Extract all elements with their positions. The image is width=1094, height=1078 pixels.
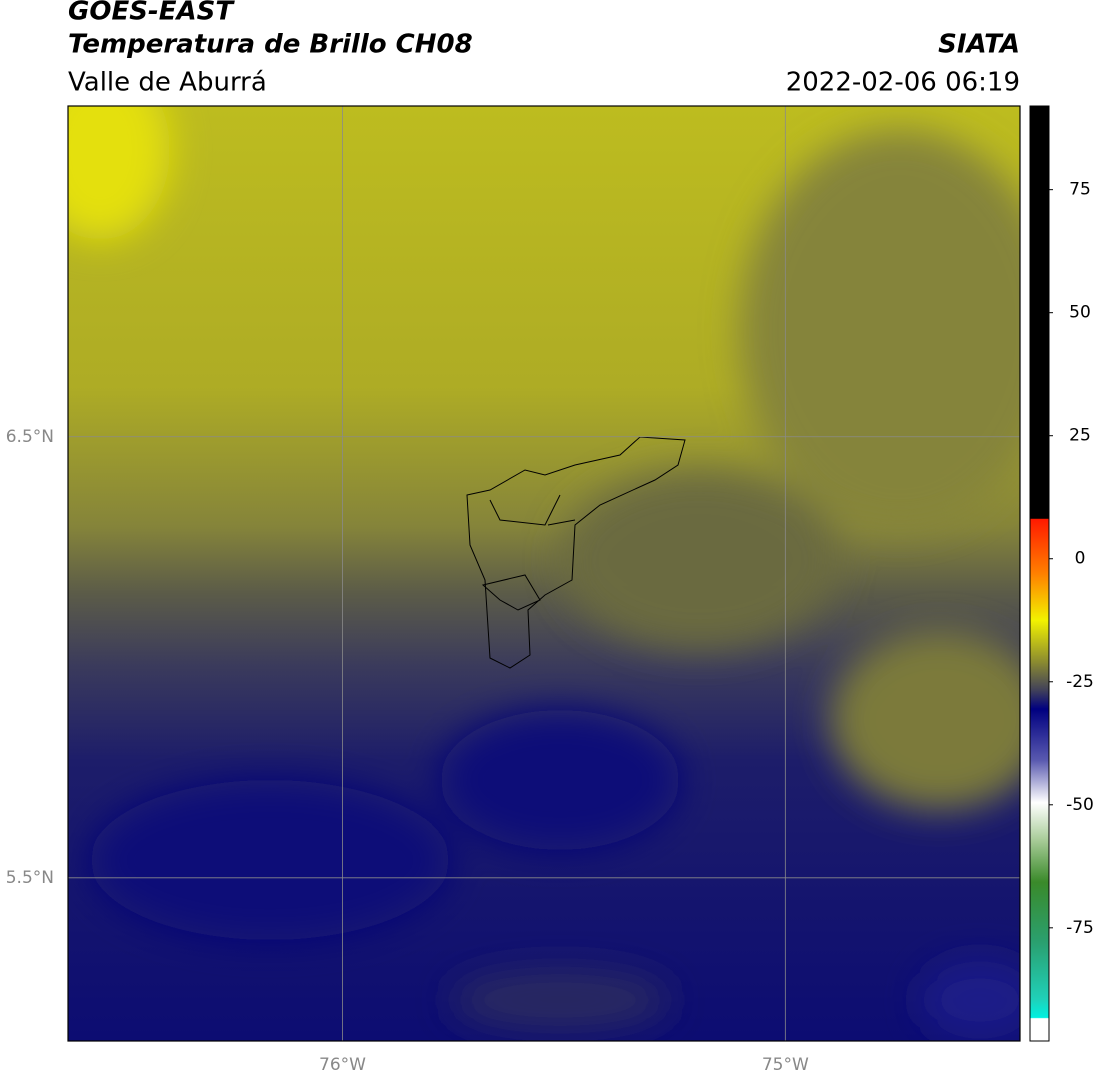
title: GOES-EAST: [68, 0, 235, 27]
colorbar-tick-label: 25: [1069, 426, 1091, 446]
map-field: [68, 106, 1020, 1041]
subtitle: Temperatura de Brillo CH08: [68, 30, 473, 60]
municipal-boundaries: [466, 436, 686, 669]
y-tick-label: 5.5°N: [6, 868, 54, 888]
colorbar-tick-label: -75: [1066, 918, 1094, 938]
colorbar-tick-label: 75: [1069, 180, 1091, 200]
timestamp: 2022-02-06 06:19: [786, 68, 1020, 98]
source: SIATA: [938, 30, 1020, 60]
x-tick-label: 76°W: [319, 1055, 366, 1075]
colorbar-tick-label: -50: [1066, 795, 1094, 815]
colorbar-tick-label: 50: [1069, 303, 1091, 323]
colorbar: [1029, 105, 1050, 1042]
colorbar-tick-label: 0: [1075, 549, 1086, 569]
region: Valle de Aburrá: [68, 68, 267, 98]
map-frame: [67, 105, 1021, 1042]
y-tick-label: 6.5°N: [6, 427, 54, 447]
x-tick-label: 75°W: [762, 1055, 809, 1075]
colorbar-tick-label: -25: [1066, 672, 1094, 692]
